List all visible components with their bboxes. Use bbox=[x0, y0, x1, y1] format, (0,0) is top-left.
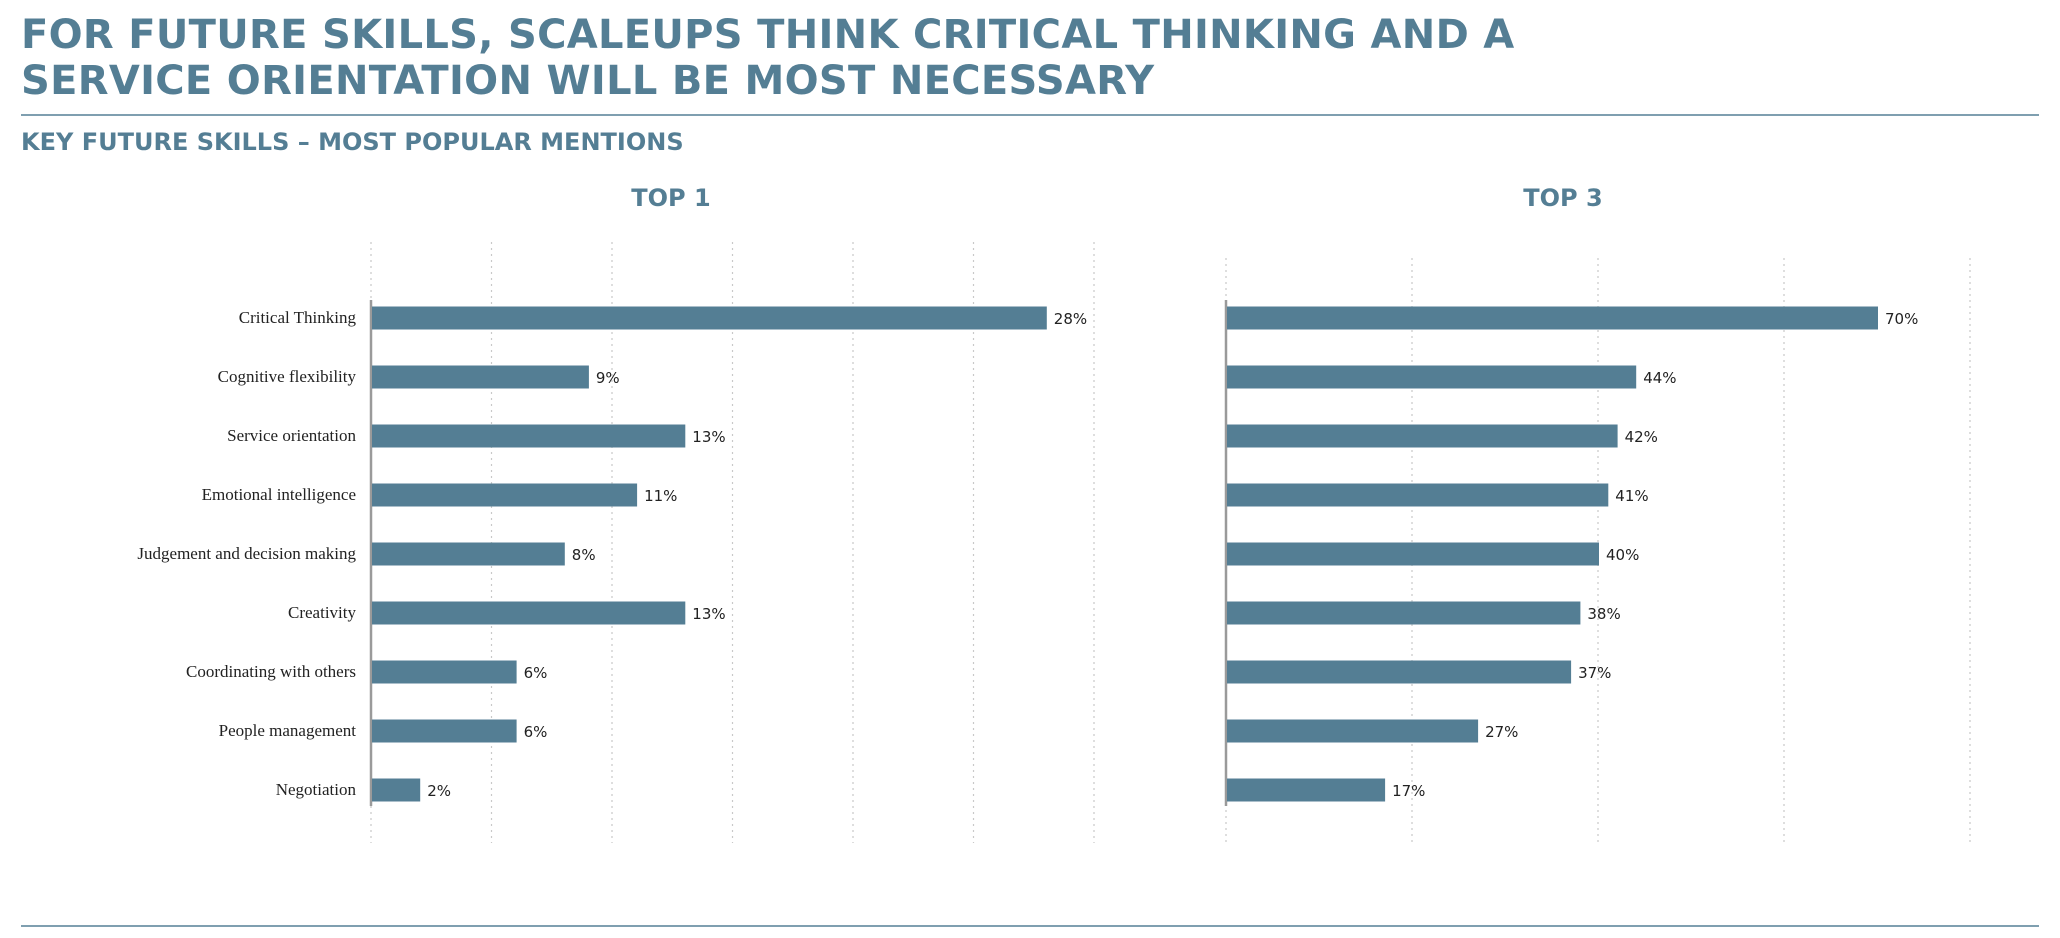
top1-value-label: 8% bbox=[572, 546, 596, 564]
category-label: Creativity bbox=[288, 603, 356, 622]
top1-value-label: 28% bbox=[1054, 310, 1087, 328]
top3-value-label: 27% bbox=[1485, 723, 1518, 741]
title-divider bbox=[21, 114, 2039, 116]
top1-bar bbox=[372, 424, 686, 448]
top3-value-label: 44% bbox=[1643, 369, 1676, 387]
top3-value-label: 37% bbox=[1578, 664, 1611, 682]
top1-bar bbox=[372, 542, 565, 566]
category-label: Emotional intelligence bbox=[202, 485, 356, 504]
top1-chart: TOP 1 28% Critical Thinking 9% Cognitive fle… bbox=[137, 184, 1095, 843]
top3-bar bbox=[1227, 483, 1609, 507]
top3-chart: TOP 3 70% 44% 42% 41% 40% 38% 37% 27% 17% bbox=[1224, 184, 1971, 843]
top3-bar bbox=[1227, 424, 1618, 448]
top1-bar bbox=[372, 483, 638, 507]
top1-value-label: 9% bbox=[596, 369, 620, 387]
top3-value-label: 38% bbox=[1587, 605, 1620, 623]
category-label: Coordinating with others bbox=[186, 662, 356, 681]
top3-value-label: 70% bbox=[1885, 310, 1918, 328]
category-label: Negotiation bbox=[276, 780, 357, 799]
top1-bar bbox=[372, 778, 421, 802]
top3-bar bbox=[1227, 365, 1637, 389]
category-label: Critical Thinking bbox=[239, 308, 357, 327]
top1-value-label: 2% bbox=[427, 782, 451, 800]
top1-value-label: 6% bbox=[524, 664, 548, 682]
top3-value-label: 41% bbox=[1615, 487, 1648, 505]
page-title: FOR FUTURE SKILLS, SCALEUPS THINK CRITIC… bbox=[21, 12, 1515, 104]
top3-bar bbox=[1227, 542, 1599, 566]
top3-value-label: 17% bbox=[1392, 782, 1425, 800]
top3-bar bbox=[1227, 660, 1572, 684]
top3-value-label: 42% bbox=[1625, 428, 1658, 446]
top1-bar bbox=[372, 660, 517, 684]
top1-bar bbox=[372, 719, 517, 743]
top1-bar bbox=[372, 365, 589, 389]
category-label: Judgement and decision making bbox=[137, 544, 356, 563]
top3-bar bbox=[1227, 778, 1386, 802]
top1-bar bbox=[372, 601, 686, 625]
top3-value-label: 40% bbox=[1606, 546, 1639, 564]
top1-bar bbox=[372, 306, 1047, 330]
top1-value-label: 6% bbox=[524, 723, 548, 741]
page-subtitle: KEY FUTURE SKILLS – MOST POPULAR MENTION… bbox=[21, 128, 684, 156]
top3-title: TOP 3 bbox=[1523, 184, 1602, 212]
bottom-divider bbox=[21, 925, 2039, 927]
top1-value-label: 13% bbox=[692, 428, 725, 446]
category-label: Service orientation bbox=[227, 426, 356, 445]
top1-value-label: 11% bbox=[644, 487, 677, 505]
top3-bar bbox=[1227, 306, 1878, 330]
top3-bar bbox=[1227, 719, 1479, 743]
category-label: People management bbox=[219, 721, 357, 740]
top1-title: TOP 1 bbox=[631, 184, 710, 212]
top3-bar bbox=[1227, 601, 1581, 625]
top1-value-label: 13% bbox=[692, 605, 725, 623]
category-label: Cognitive flexibility bbox=[218, 367, 357, 386]
